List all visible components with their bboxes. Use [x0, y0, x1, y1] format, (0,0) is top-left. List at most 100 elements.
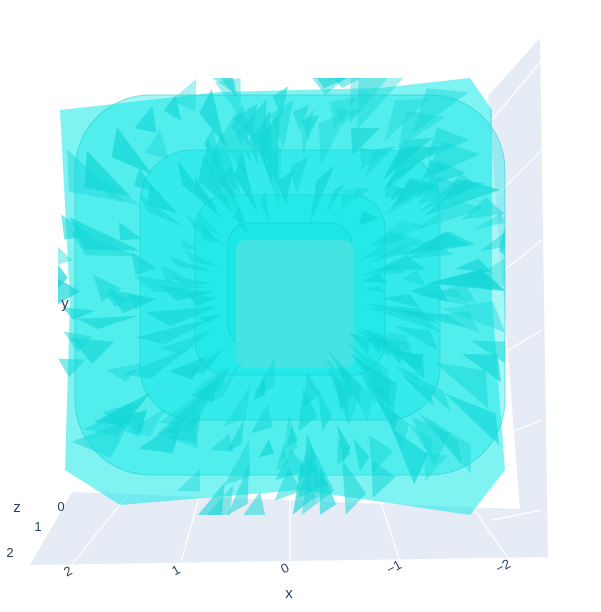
- mesh-facet: [348, 331, 370, 355]
- mesh-facet: [455, 258, 492, 273]
- mesh-facet: [434, 362, 489, 409]
- mesh-facet: [233, 153, 258, 213]
- mesh-facet: [260, 191, 271, 225]
- mesh-facet: [84, 150, 131, 197]
- x-tick-label: −2: [493, 556, 513, 576]
- mesh-facet: [380, 294, 421, 308]
- mesh-center-face: [236, 240, 354, 368]
- mesh-facet: [384, 146, 441, 189]
- mesh-facet: [475, 258, 505, 287]
- mesh-facet: [134, 105, 157, 133]
- mesh-facet: [232, 206, 246, 226]
- scene-back-wall: [488, 38, 548, 557]
- mesh-facet: [353, 437, 370, 472]
- mesh-facet: [378, 244, 416, 259]
- mesh-facet: [194, 176, 218, 210]
- mesh-facet: [250, 403, 273, 434]
- mesh-facet: [297, 387, 318, 432]
- mesh-facet: [77, 315, 140, 329]
- mesh-facet: [409, 423, 433, 458]
- mesh-facet: [304, 433, 317, 472]
- mesh-facet: [292, 104, 310, 131]
- mesh-facet: [67, 149, 126, 203]
- mesh-facet: [258, 439, 275, 458]
- mesh-facet: [179, 237, 200, 251]
- wall-gridline: [491, 239, 543, 281]
- mesh-facet: [342, 459, 367, 515]
- mesh-facet: [227, 463, 250, 515]
- mesh-facet: [167, 255, 214, 272]
- mesh-facet: [423, 179, 500, 217]
- mesh-facet: [479, 231, 505, 252]
- mesh-facet: [133, 275, 207, 293]
- mesh-facet: [442, 301, 505, 333]
- mesh-facet: [198, 314, 222, 324]
- mesh-facet: [93, 391, 152, 426]
- mesh-surface[interactable]: [58, 78, 506, 515]
- mesh-facet: [177, 159, 224, 220]
- mesh-facet: [418, 179, 485, 213]
- mesh-facet: [364, 303, 440, 324]
- mesh-facet: [367, 220, 427, 248]
- mesh-facet: [270, 99, 294, 149]
- mesh-facet: [414, 200, 485, 231]
- mesh-facet: [401, 269, 426, 286]
- mesh-facet: [220, 78, 238, 98]
- mesh-facet: [185, 344, 228, 374]
- mesh-facet: [402, 369, 452, 412]
- mesh-facet: [101, 402, 133, 423]
- mesh-facet: [383, 145, 423, 179]
- mesh-facet: [226, 419, 245, 452]
- mesh-facet: [302, 114, 320, 140]
- mesh-facet: [58, 246, 73, 265]
- wall-gridline: [491, 59, 543, 121]
- mesh-facet: [393, 309, 468, 329]
- mesh-facet: [187, 350, 223, 375]
- mesh-facet: [393, 325, 438, 351]
- mesh-facet: [375, 231, 407, 247]
- mesh-facet: [171, 78, 197, 112]
- mesh-facet: [319, 465, 337, 515]
- mesh-facet: [224, 439, 251, 486]
- mesh-facet: [200, 223, 219, 243]
- mesh-facet: [364, 145, 396, 179]
- mesh-facet: [434, 283, 478, 304]
- x-axis-title: x: [285, 585, 293, 602]
- mesh-facet: [274, 467, 302, 501]
- mesh-facet: [125, 408, 166, 437]
- mesh-facet: [384, 332, 409, 351]
- mesh-facet: [309, 165, 335, 224]
- mesh-facet: [207, 150, 245, 220]
- mesh-facet: [339, 189, 364, 211]
- mesh-facet: [204, 358, 244, 405]
- mesh-facet: [243, 491, 266, 515]
- wall-gridline: [491, 509, 543, 521]
- mesh-facet: [247, 130, 259, 165]
- floor-gridline: [379, 499, 400, 560]
- mesh-facet: [231, 104, 252, 165]
- mesh-facet: [470, 340, 505, 364]
- mesh-facet: [359, 147, 387, 170]
- mesh-facet: [382, 137, 434, 182]
- mesh-facet: [198, 153, 234, 213]
- mesh-facet: [220, 111, 249, 181]
- mesh-facet: [138, 416, 185, 454]
- mesh-facet: [366, 337, 383, 355]
- mesh-facet: [391, 428, 428, 485]
- mesh-facet: [333, 374, 354, 410]
- mesh-facet: [200, 366, 231, 393]
- mesh-facet: [353, 187, 371, 202]
- y-axis-title: y: [61, 295, 69, 312]
- mesh-facet: [356, 358, 398, 414]
- mesh-facet: [63, 331, 93, 352]
- mesh-facet: [417, 412, 463, 466]
- mesh-facet: [58, 358, 86, 378]
- mesh-facet: [209, 131, 242, 195]
- mesh-facet: [356, 78, 404, 130]
- mesh-facet: [272, 86, 289, 118]
- mesh-facet: [411, 416, 451, 467]
- mesh-facet: [274, 449, 307, 481]
- mesh-facet: [276, 170, 294, 205]
- mesh-facet: [223, 384, 251, 427]
